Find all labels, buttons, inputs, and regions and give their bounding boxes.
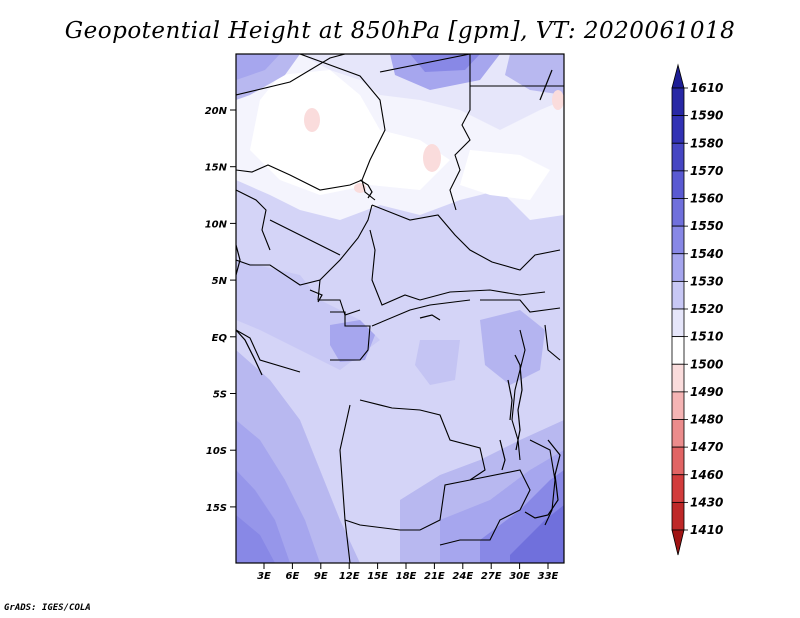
lat-label: 10S — [206, 446, 227, 457]
height-field — [236, 54, 564, 563]
colorbar-swatch — [671, 501, 685, 531]
lat-label: 5S — [213, 390, 227, 401]
lat-label: EQ — [212, 333, 228, 344]
colorbar-label: 1500 — [690, 357, 723, 371]
colorbar-cap-bottom — [671, 529, 685, 556]
colorbar-swatch — [671, 446, 685, 476]
lat-label: 5N — [212, 276, 228, 287]
lon-label: 12E — [339, 571, 360, 582]
colorbar-label: 1610 — [690, 81, 723, 95]
colorbar-swatch — [671, 170, 685, 199]
colorbar-swatch — [671, 142, 685, 172]
colorbar-swatch — [671, 419, 685, 448]
colorbar-swatch — [671, 115, 685, 144]
colorbar-label: 1580 — [690, 136, 723, 150]
colorbar-label: 1540 — [690, 247, 723, 261]
colorbar-label: 1460 — [690, 468, 723, 482]
colorbar-label: 1590 — [690, 109, 723, 123]
longitude-axis: 3E 6E 9E 12E 15E 18E 21E 24E 27E 30E 33E — [257, 563, 559, 582]
colorbar-label: 1520 — [690, 302, 723, 316]
colorbar-cap-top — [671, 63, 685, 89]
map-frame — [235, 53, 565, 564]
colorbar-label: 1530 — [690, 274, 723, 288]
colorbar-label: 1510 — [690, 330, 723, 344]
lon-label: 24E — [452, 571, 473, 582]
lat-label: 20N — [205, 106, 228, 117]
grads-credit: GrADS: IGES/COLA — [4, 603, 91, 613]
colorbar-label: 1480 — [690, 413, 723, 427]
coastlines — [236, 69, 561, 519]
colorbar-label: 1470 — [690, 440, 723, 454]
chart-title: Geopotential Height at 850hPa [gpm], VT:… — [64, 18, 736, 44]
colorbar: 1610 1590 1580 1570 1560 1550 1540 1530 1520 1510… — [671, 63, 723, 556]
colorbar-swatch — [671, 87, 685, 117]
lon-label: 27E — [481, 571, 502, 582]
colorbar-label: 1430 — [690, 495, 723, 509]
country-borders — [236, 54, 564, 563]
lon-label: 6E — [286, 571, 300, 582]
colorbar-swatch — [671, 198, 685, 227]
lat-label: 15N — [205, 163, 228, 174]
latitude-axis: 20N 15N 10N 5N EQ 5S 10S 15S — [205, 106, 236, 514]
lon-label: 18E — [396, 571, 417, 582]
colorbar-label: 1570 — [690, 164, 723, 178]
lon-label: 33E — [538, 571, 559, 582]
colorbar-swatch — [671, 308, 685, 338]
lon-label: 9E — [314, 571, 328, 582]
colorbar-swatch — [671, 391, 685, 420]
colorbar-swatch — [671, 280, 685, 310]
colorbar-label: 1490 — [690, 385, 723, 399]
colorbar-label: 1410 — [690, 523, 723, 537]
colorbar-swatch — [671, 225, 685, 255]
colorbar-swatch — [671, 253, 685, 282]
colorbar-label: 1560 — [690, 192, 723, 206]
lat-label: 10N — [205, 219, 228, 230]
lon-label: 3E — [257, 571, 271, 582]
lat-label: 15S — [206, 503, 227, 514]
lon-label: 30E — [509, 571, 530, 582]
lon-label: 21E — [424, 571, 445, 582]
lon-label: 15E — [367, 571, 388, 582]
colorbar-swatch — [671, 474, 685, 503]
colorbar-label: 1550 — [690, 219, 723, 233]
colorbar-swatch — [671, 363, 685, 393]
colorbar-swatch — [671, 336, 685, 365]
